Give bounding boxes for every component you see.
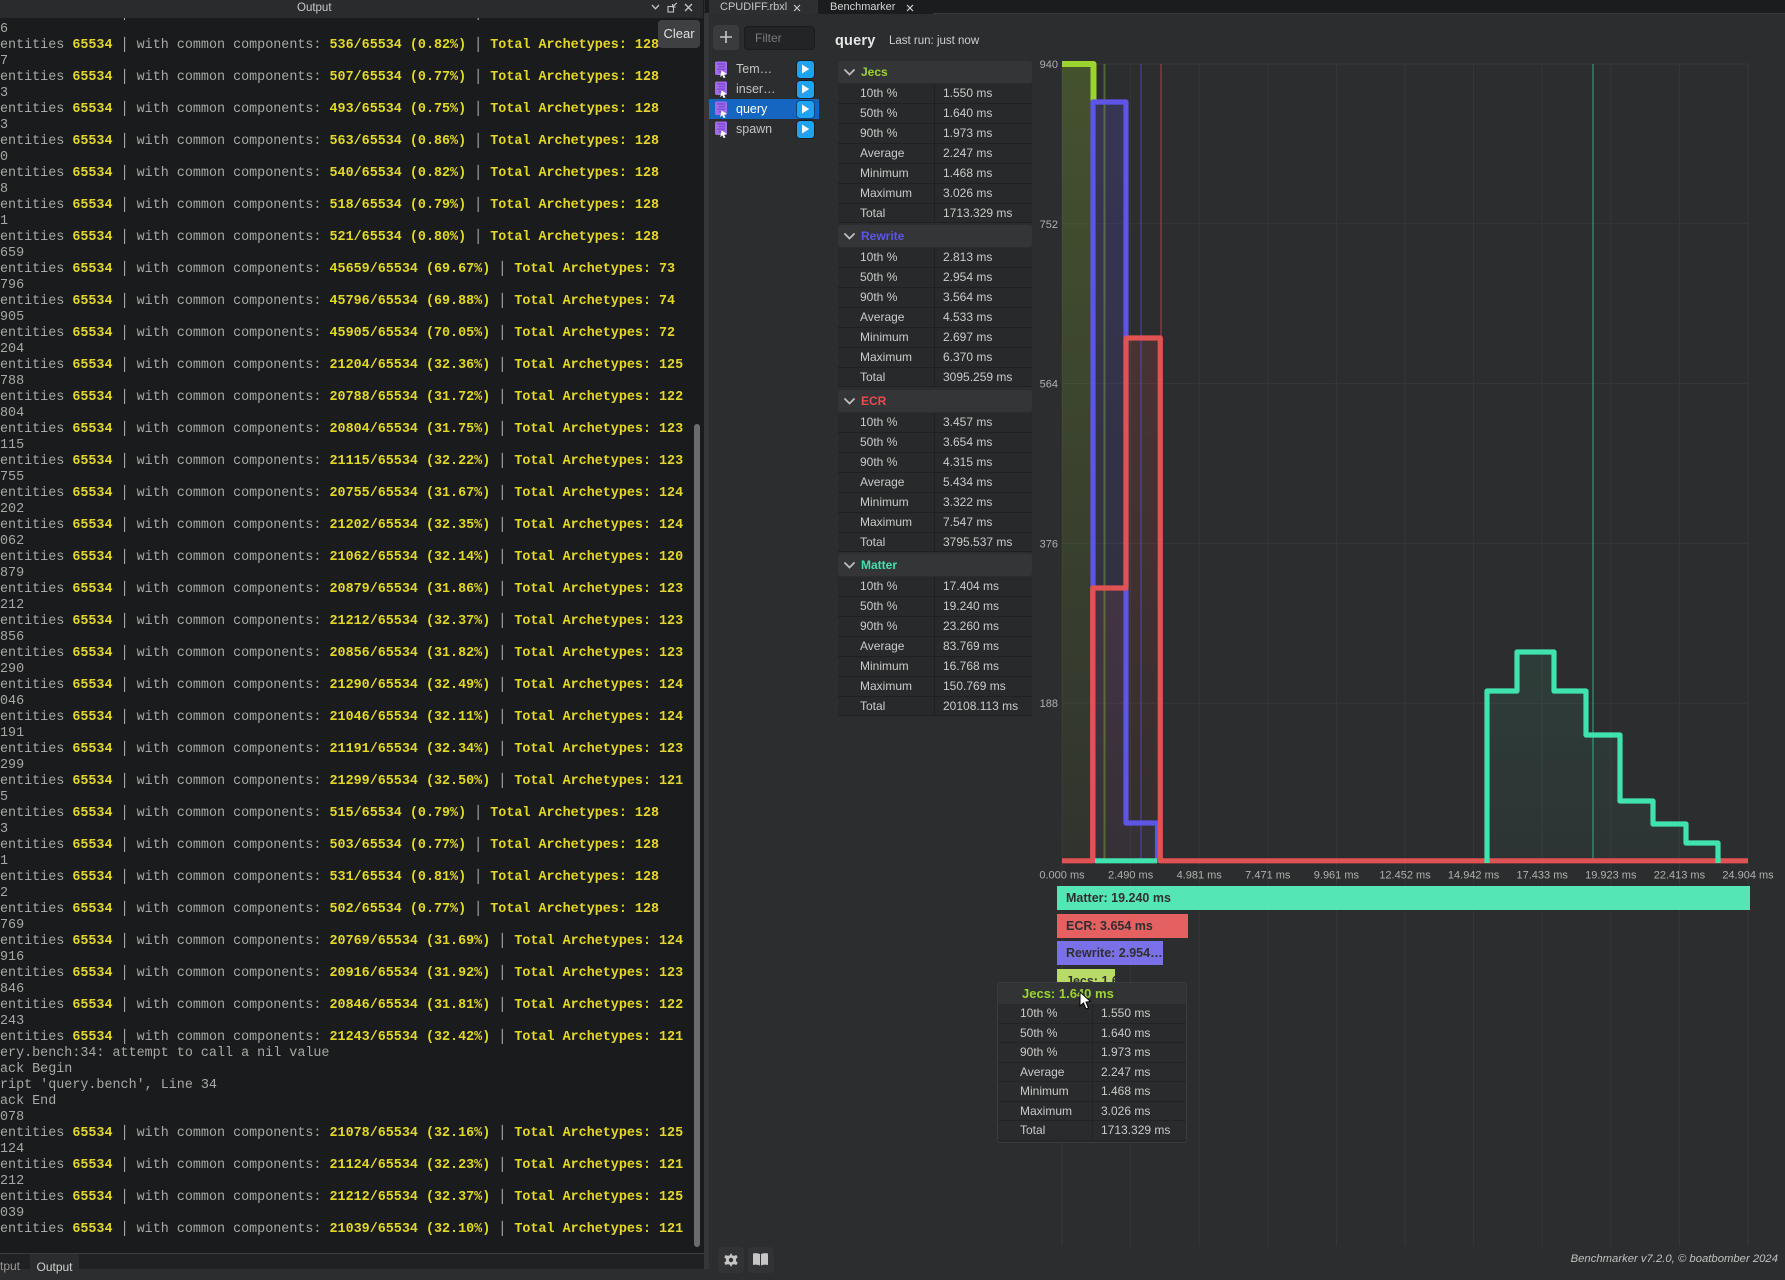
svg-text:9.961 ms: 9.961 ms	[1314, 870, 1360, 882]
svg-text:24.904 ms: 24.904 ms	[1722, 870, 1774, 882]
svg-text:19.923 ms: 19.923 ms	[1585, 870, 1637, 882]
svg-text:22.413 ms: 22.413 ms	[1654, 870, 1706, 882]
svg-text:14.942 ms: 14.942 ms	[1448, 870, 1500, 882]
svg-text:2.490 ms: 2.490 ms	[1108, 870, 1154, 882]
svg-text:752: 752	[1040, 219, 1058, 231]
svg-text:4.981 ms: 4.981 ms	[1177, 870, 1223, 882]
svg-text:940: 940	[1040, 59, 1058, 71]
svg-text:564: 564	[1040, 379, 1058, 391]
svg-text:12.452 ms: 12.452 ms	[1379, 870, 1431, 882]
svg-text:7.471 ms: 7.471 ms	[1245, 870, 1291, 882]
svg-text:376: 376	[1040, 538, 1058, 550]
svg-text:188: 188	[1040, 698, 1058, 710]
svg-text:17.433 ms: 17.433 ms	[1517, 870, 1569, 882]
svg-text:0.000 ms: 0.000 ms	[1039, 870, 1085, 882]
